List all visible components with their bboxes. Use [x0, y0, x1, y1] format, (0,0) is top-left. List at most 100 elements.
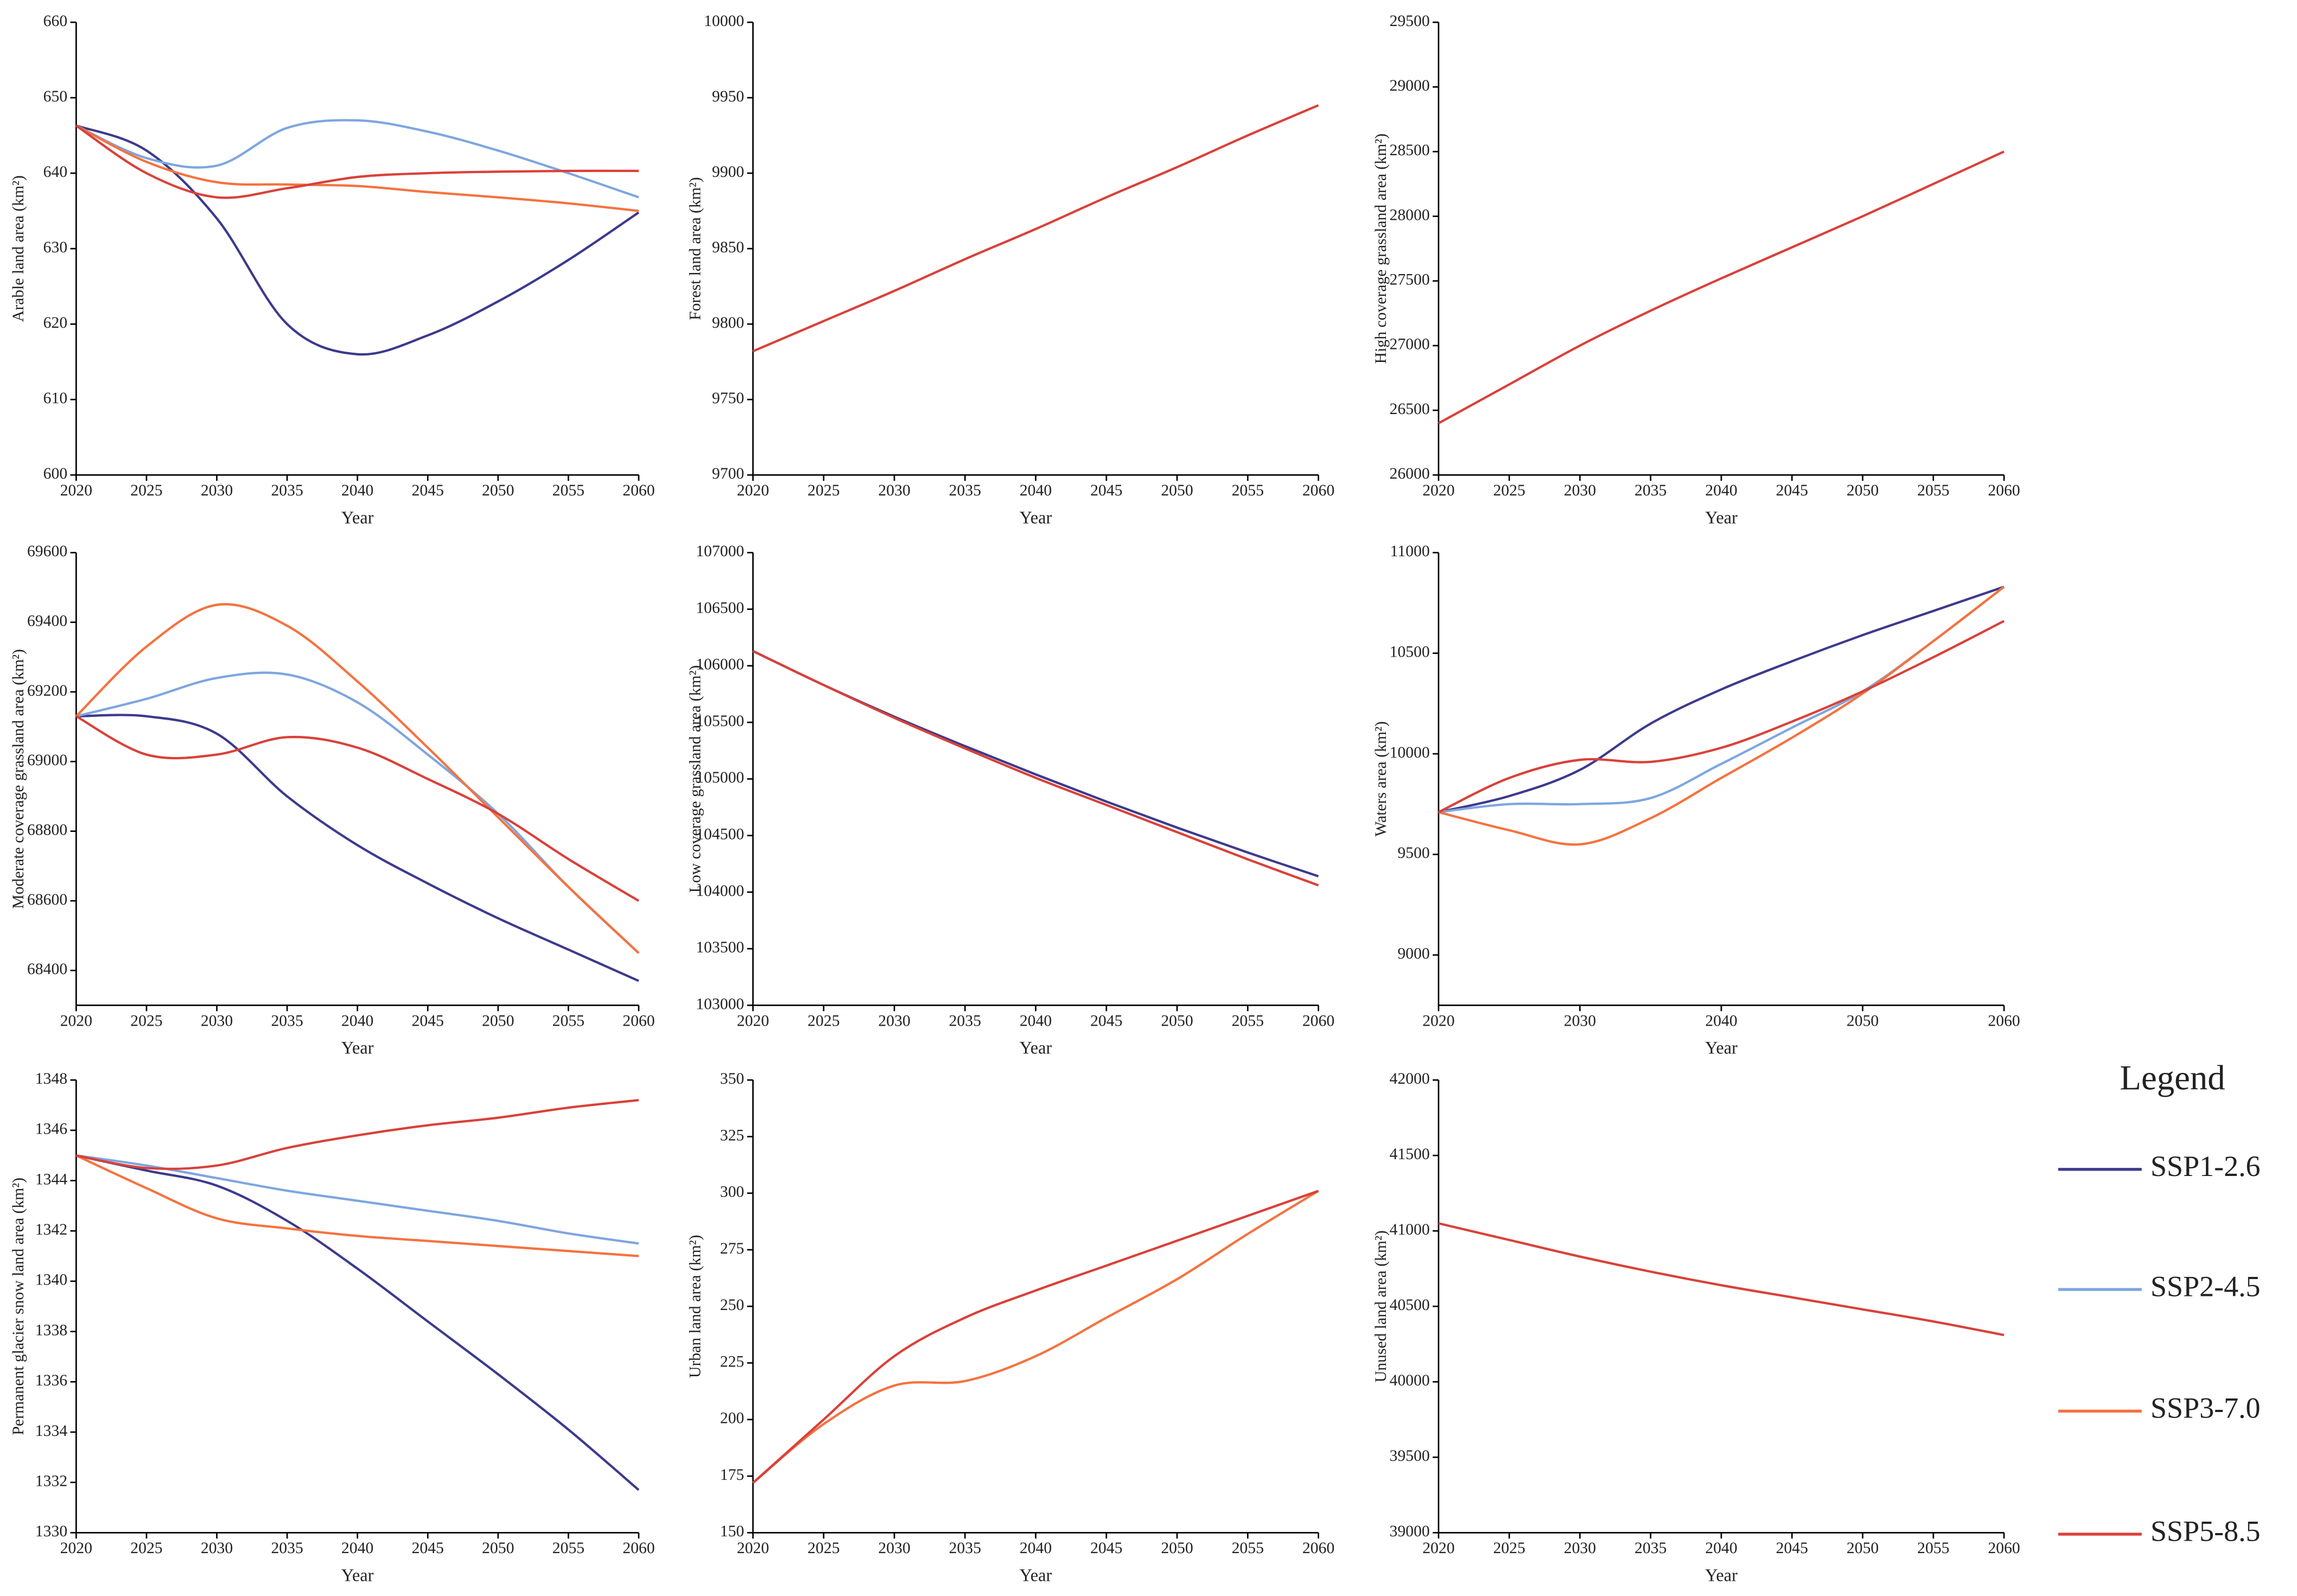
y-tick-label: 1348	[35, 1070, 67, 1088]
y-tick-label: 27000	[1390, 336, 1430, 353]
x-tick-label: 2050	[482, 1540, 514, 1557]
panel: 150 175 200 225 250 275 300 325 350 2020 2025 2030 2…	[686, 1070, 1334, 1585]
series-line	[1438, 586, 2005, 813]
x-tick-label: 2045	[1776, 1540, 1808, 1557]
y-axis-label: High coverage grassland area (km²)	[1372, 133, 1390, 364]
x-tick-label: 2045	[1090, 1540, 1122, 1557]
x-tick-label: 2035	[271, 482, 303, 499]
x-tick-label: 2030	[1564, 482, 1596, 499]
x-tick-label: 2060	[1988, 482, 2020, 499]
x-tick-label: 2050	[1161, 1012, 1193, 1029]
x-tick-label: 2050	[1847, 1540, 1879, 1557]
x-tick-label: 2030	[878, 1012, 910, 1029]
y-axis-label: Urban land area (km²)	[686, 1235, 704, 1378]
x-tick-label: 2055	[1232, 1540, 1264, 1557]
y-tick-label: 1336	[35, 1372, 67, 1389]
x-tick-label: 2020	[60, 1540, 92, 1557]
y-tick-label: 1346	[35, 1121, 67, 1138]
x-tick-label: 2040	[1705, 482, 1737, 499]
y-tick-label: 42000	[1390, 1070, 1430, 1088]
y-tick-label: 1340	[35, 1271, 67, 1289]
x-axis-label: Year	[341, 508, 374, 527]
panel: 26000 26500 27000 27500 28000 28500 29000 29500…	[1372, 12, 2020, 527]
y-tick-label: 325	[720, 1127, 745, 1144]
y-tick-label: 69600	[27, 543, 67, 560]
x-tick-label: 2050	[1847, 1012, 1879, 1029]
y-tick-label: 640	[43, 163, 68, 181]
series-line	[75, 1154, 640, 1491]
x-tick-label: 2040	[341, 1540, 373, 1557]
x-axis-label: Year	[1020, 1039, 1052, 1058]
y-tick-label: 29000	[1390, 77, 1430, 94]
series-line	[75, 124, 639, 212]
y-tick-label: 10000	[704, 12, 744, 30]
y-tick-label: 1334	[35, 1422, 68, 1440]
x-tick-label: 2045	[1090, 1012, 1122, 1029]
series-line	[752, 104, 1319, 353]
y-tick-label: 9950	[712, 88, 744, 105]
y-tick-label: 26500	[1390, 400, 1430, 418]
panel: 600 610 620 630 640 650 660 2020 2025 2030 2035 204…	[10, 12, 655, 527]
x-tick-label: 2025	[807, 482, 839, 499]
y-tick-label: 104500	[696, 825, 744, 843]
x-tick-label: 2025	[130, 482, 162, 499]
x-tick-label: 2020	[60, 482, 92, 499]
x-axis-label: Year	[1705, 1566, 1738, 1585]
x-tick-label: 2030	[878, 482, 910, 499]
y-tick-label: 40000	[1390, 1372, 1430, 1389]
x-tick-label: 2030	[201, 1540, 233, 1557]
y-tick-label: 29500	[1390, 12, 1430, 30]
y-axis-label: Permanent glacier snow land area (km²)	[10, 1178, 27, 1435]
x-tick-label: 2050	[482, 1012, 514, 1029]
x-tick-label: 2055	[552, 482, 584, 499]
x-tick-label: 2030	[1564, 1540, 1596, 1557]
x-axis-label: Year	[341, 1566, 374, 1585]
series-line	[752, 1190, 1319, 1484]
x-tick-label: 2035	[271, 1540, 303, 1557]
x-tick-label: 2040	[1020, 482, 1052, 499]
series-line	[76, 714, 639, 982]
y-tick-label: 39000	[1390, 1523, 1430, 1540]
x-tick-label: 2055	[1232, 1012, 1264, 1029]
x-tick-label: 2060	[1302, 1540, 1334, 1557]
x-tick-label: 2050	[482, 482, 514, 499]
x-tick-label: 2060	[622, 482, 654, 499]
y-tick-label: 28000	[1390, 206, 1430, 224]
x-tick-label: 2020	[737, 482, 769, 499]
x-tick-label: 2035	[949, 482, 981, 499]
y-tick-label: 10000	[1390, 744, 1430, 761]
x-tick-label: 2025	[807, 1012, 839, 1029]
series-line	[1438, 1222, 2005, 1337]
y-tick-label: 105000	[696, 769, 744, 786]
y-tick-label: 41500	[1390, 1146, 1430, 1163]
x-tick-label: 2060	[622, 1540, 654, 1557]
y-tick-label: 630	[43, 239, 68, 256]
panel: 9000 9500 10000 10500 11000 2020 2030 2040 2050 2…	[1372, 543, 2020, 1058]
x-tick-label: 2045	[412, 482, 444, 499]
y-tick-label: 104000	[696, 882, 744, 900]
x-tick-label: 2040	[341, 1012, 373, 1029]
y-tick-label: 69000	[27, 752, 67, 769]
y-tick-label: 69400	[27, 612, 67, 630]
y-tick-label: 1330	[35, 1523, 67, 1540]
panel: 1330 1332 1334 1336 1338 1340 1342 1344 1346 1348…	[10, 1070, 655, 1585]
y-tick-label: 1344	[35, 1171, 68, 1188]
x-tick-label: 2020	[737, 1540, 769, 1557]
x-tick-label: 2045	[412, 1540, 444, 1557]
y-tick-label: 103000	[696, 995, 744, 1013]
panel: 103000 103500 104000 104500 105000 105500 1060…	[686, 543, 1334, 1058]
x-tick-label: 2050	[1161, 482, 1193, 499]
y-tick-label: 10500	[1390, 644, 1430, 661]
series-line	[75, 671, 640, 954]
y-tick-label: 1338	[35, 1321, 67, 1339]
series-line	[75, 715, 640, 902]
x-tick-label: 2025	[130, 1012, 162, 1029]
legend-label: SSP2-4.5	[2150, 1270, 2261, 1303]
x-tick-label: 2025	[1493, 482, 1525, 499]
y-tick-label: 103500	[696, 939, 744, 956]
y-tick-label: 9000	[1397, 945, 1429, 963]
y-tick-label: 9850	[712, 239, 744, 256]
x-tick-label: 2060	[1302, 482, 1334, 499]
series-line	[75, 1154, 639, 1257]
series-line	[752, 650, 1319, 878]
